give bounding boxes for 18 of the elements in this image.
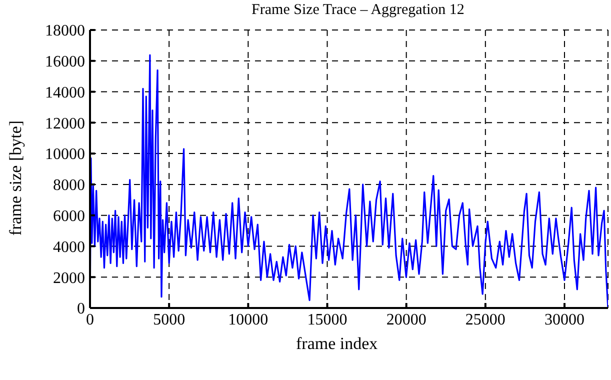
y-tick-label: 12000 [45, 115, 85, 132]
x-tick-label: 15000 [307, 311, 348, 328]
y-axis-title: frame size [byte] [6, 119, 26, 238]
y-tick-label: 10000 [45, 146, 85, 164]
x-tick-label: 5000 [153, 311, 186, 328]
y-tick-label: 18000 [45, 22, 85, 40]
x-tick-label: 10000 [228, 311, 268, 328]
y-tick-label: 6000 [53, 208, 85, 226]
y-tick-label: 2000 [53, 270, 85, 287]
x-axis-title: frame index [296, 334, 378, 354]
x-tick-label: 30000 [544, 311, 585, 328]
y-tick-label: 16000 [45, 54, 85, 71]
x-tick-label: 25000 [465, 311, 506, 328]
y-tick-label: 4000 [53, 238, 85, 256]
y-tick-label: 14000 [45, 84, 85, 102]
x-tick-label: 20000 [386, 311, 426, 328]
chart-title: Frame Size Trace – Aggregation 12 [250, 2, 466, 19]
y-tick-label: 8000 [53, 177, 85, 194]
